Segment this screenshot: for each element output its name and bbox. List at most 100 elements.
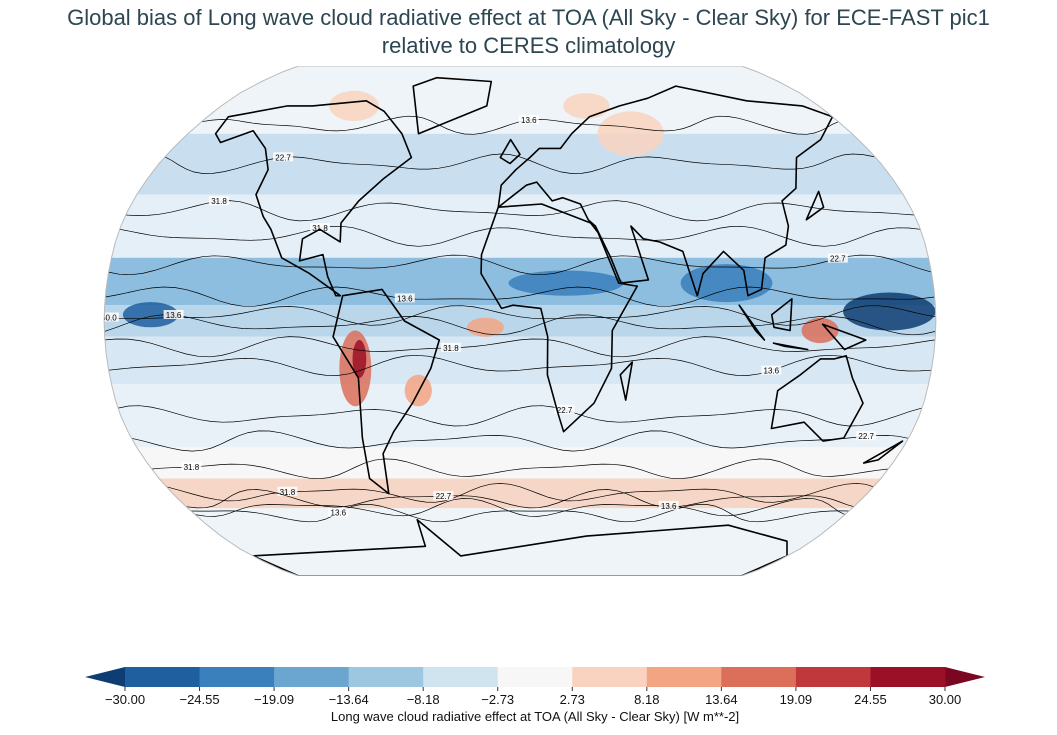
bias-band-1 — [136, 133, 904, 195]
contour-line-4 — [108, 254, 932, 276]
contour-label-bg-9 — [761, 365, 782, 375]
coastline-11 — [499, 138, 521, 165]
coastline-1 — [332, 288, 441, 495]
contour-label-bg-10 — [554, 404, 575, 414]
contour-label-bg-3 — [310, 223, 330, 233]
contour-label-13: 31.8 — [280, 488, 296, 497]
contour-label-bg-0 — [518, 115, 539, 125]
colorbar-swatch-0 — [125, 667, 201, 687]
contour-label-8: 31.8 — [443, 344, 459, 353]
contour-label-bg-2 — [209, 196, 229, 206]
contour-label-bg-15 — [328, 507, 349, 517]
colorbar-swatch-3 — [348, 667, 424, 687]
contour-label-16: 13.6 — [661, 502, 677, 511]
colorbar-swatch-10 — [870, 667, 946, 687]
coastline-4 — [770, 355, 864, 442]
coastline-6 — [252, 518, 788, 576]
chart-title-line-2: relative to CERES climatology — [381, 33, 676, 58]
colorbar-swatch-9 — [795, 667, 871, 687]
colorbar-tick-label-3: −13.64 — [329, 692, 369, 707]
bias-band-8 — [159, 478, 881, 509]
colorbar-label: Long wave cloud radiative effect at TOA … — [331, 709, 739, 724]
contour-line-10 — [118, 405, 922, 427]
contour-lines: 13.6 22.7 31.8 31.8 22.7 13.6 50.0 13.6 31.8 13.6… — [101, 115, 936, 523]
bias-band-5 — [104, 336, 936, 385]
colorbar-tick-label-0: −30.00 — [105, 692, 145, 707]
contour-label-bg-5 — [394, 293, 415, 303]
contour-label-6: 50.0 — [101, 314, 117, 323]
contour-line-14 — [186, 489, 854, 509]
bias-anomaly-4 — [801, 317, 839, 344]
bias-band-7 — [136, 447, 904, 479]
globe-outline — [103, 66, 937, 576]
contour-label-12: 31.8 — [184, 463, 200, 472]
robinson-map: 13.6 22.7 31.8 31.8 22.7 13.6 50.0 13.6 31.8 13.6… — [101, 66, 937, 576]
contour-line-6 — [104, 305, 936, 326]
contour-label-bg-13 — [277, 486, 298, 496]
coastline-0 — [214, 100, 413, 297]
colorbar-swatch-4 — [423, 667, 499, 687]
bias-band-2 — [111, 194, 929, 258]
colorbar-swatch-7 — [646, 667, 722, 687]
contour-label-10: 22.7 — [557, 406, 573, 415]
colorbar-tick-label-2: −19.09 — [254, 692, 294, 707]
contour-label-bg-16 — [658, 500, 679, 510]
bias-anomaly-7 — [680, 264, 773, 303]
coastline-2 — [497, 85, 834, 297]
contour-label-bg-7 — [163, 310, 184, 319]
contour-line-11 — [131, 430, 909, 452]
coastline-13 — [619, 361, 634, 401]
contour-label-4: 22.7 — [830, 255, 846, 264]
colorbar-swatch-1 — [199, 667, 275, 687]
contour-label-11: 22.7 — [858, 432, 874, 441]
colorbar-swatch-8 — [721, 667, 797, 687]
contour-label-9: 13.6 — [764, 367, 780, 376]
colorbar-tick-label-7: 8.18 — [634, 692, 659, 707]
contour-line-8 — [104, 336, 936, 358]
coastline-8 — [772, 342, 809, 351]
contour-label-1: 22.7 — [275, 153, 291, 162]
colorbar-tick-label-5: −2.73 — [481, 692, 514, 707]
contour-label-bg-1 — [273, 152, 294, 162]
contour-label-5: 13.6 — [397, 294, 413, 303]
colorbar-tick-label-9: 19.09 — [780, 692, 813, 707]
contour-label-3: 31.8 — [312, 224, 328, 233]
contour-label-7: 13.6 — [166, 311, 182, 320]
coastline-5 — [412, 76, 493, 135]
contour-label-bg-14 — [433, 491, 454, 501]
contour-line-9 — [108, 354, 932, 376]
colorbar-min-extension — [85, 667, 125, 687]
bias-anomaly-9 — [597, 111, 664, 156]
colorbar: −30.00 −24.55 −19.09 −13.64 −8.18 −2.73 2.73 8.… — [85, 667, 985, 724]
colorbar-tick-label-8: 13.64 — [705, 692, 738, 707]
contour-label-bg-12 — [181, 462, 202, 471]
contour-label-14: 22.7 — [436, 492, 452, 501]
coastlines — [214, 76, 904, 576]
coastline-7 — [738, 304, 766, 341]
colorbar-tick-label-1: −24.55 — [179, 692, 219, 707]
contour-label-2: 31.8 — [211, 197, 227, 206]
bias-band-4 — [104, 305, 936, 337]
bias-band-9 — [187, 508, 853, 576]
bias-anomaly-10 — [329, 90, 379, 121]
bias-band-6 — [111, 384, 929, 448]
colorbar-tick-label-11: 30.00 — [929, 692, 962, 707]
colorbar-tick-label-6: 2.73 — [560, 692, 585, 707]
contour-line-2 — [125, 200, 915, 222]
colorbar-tick-label-4: −8.18 — [407, 692, 440, 707]
coastline-14 — [862, 440, 904, 464]
colorbar-max-extension — [945, 667, 985, 687]
bias-anomaly-8 — [508, 270, 624, 296]
coastline-3 — [480, 203, 638, 433]
colorbar-swatch-6 — [572, 667, 648, 687]
colorbar-swatch-2 — [274, 667, 350, 687]
contour-line-15 — [190, 504, 850, 523]
contour-label-bg-6 — [104, 312, 119, 322]
colorbar-swatches — [85, 667, 985, 687]
coastline-10 — [821, 323, 867, 351]
contour-label-bg-4 — [827, 253, 848, 263]
coastline-9 — [770, 298, 793, 332]
chart-title-line-1: Global bias of Long wave cloud radiative… — [67, 5, 990, 30]
colorbar-tick-label-10: 24.55 — [854, 692, 887, 707]
bias-anomaly-11 — [563, 93, 610, 119]
